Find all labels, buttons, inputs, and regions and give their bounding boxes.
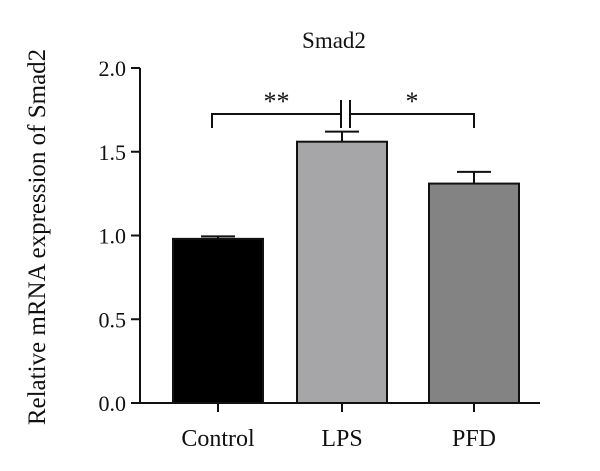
x-tick-label: LPS (321, 426, 362, 452)
y-tick-label: 0.5 (99, 307, 127, 332)
significance-label: ** (264, 87, 290, 116)
significance-bracket (211, 113, 342, 128)
y-axis-label: Relative mRNA expression of Smad2 (24, 49, 51, 425)
bar-pfd (428, 182, 520, 404)
significance-bracket (349, 113, 475, 128)
bar-control (172, 237, 264, 404)
y-tick-label: 2.0 (99, 56, 127, 81)
y-tick-label: 1.5 (99, 140, 127, 165)
y-tick-label: 1.0 (99, 224, 127, 249)
x-tick-label: PFD (452, 426, 496, 452)
bar-lps (296, 140, 388, 404)
y-tick-label: 0.0 (99, 391, 127, 416)
x-tick-label: Control (181, 426, 255, 452)
chart-title: Smad2 (302, 28, 366, 53)
significance-label: * (406, 87, 419, 116)
